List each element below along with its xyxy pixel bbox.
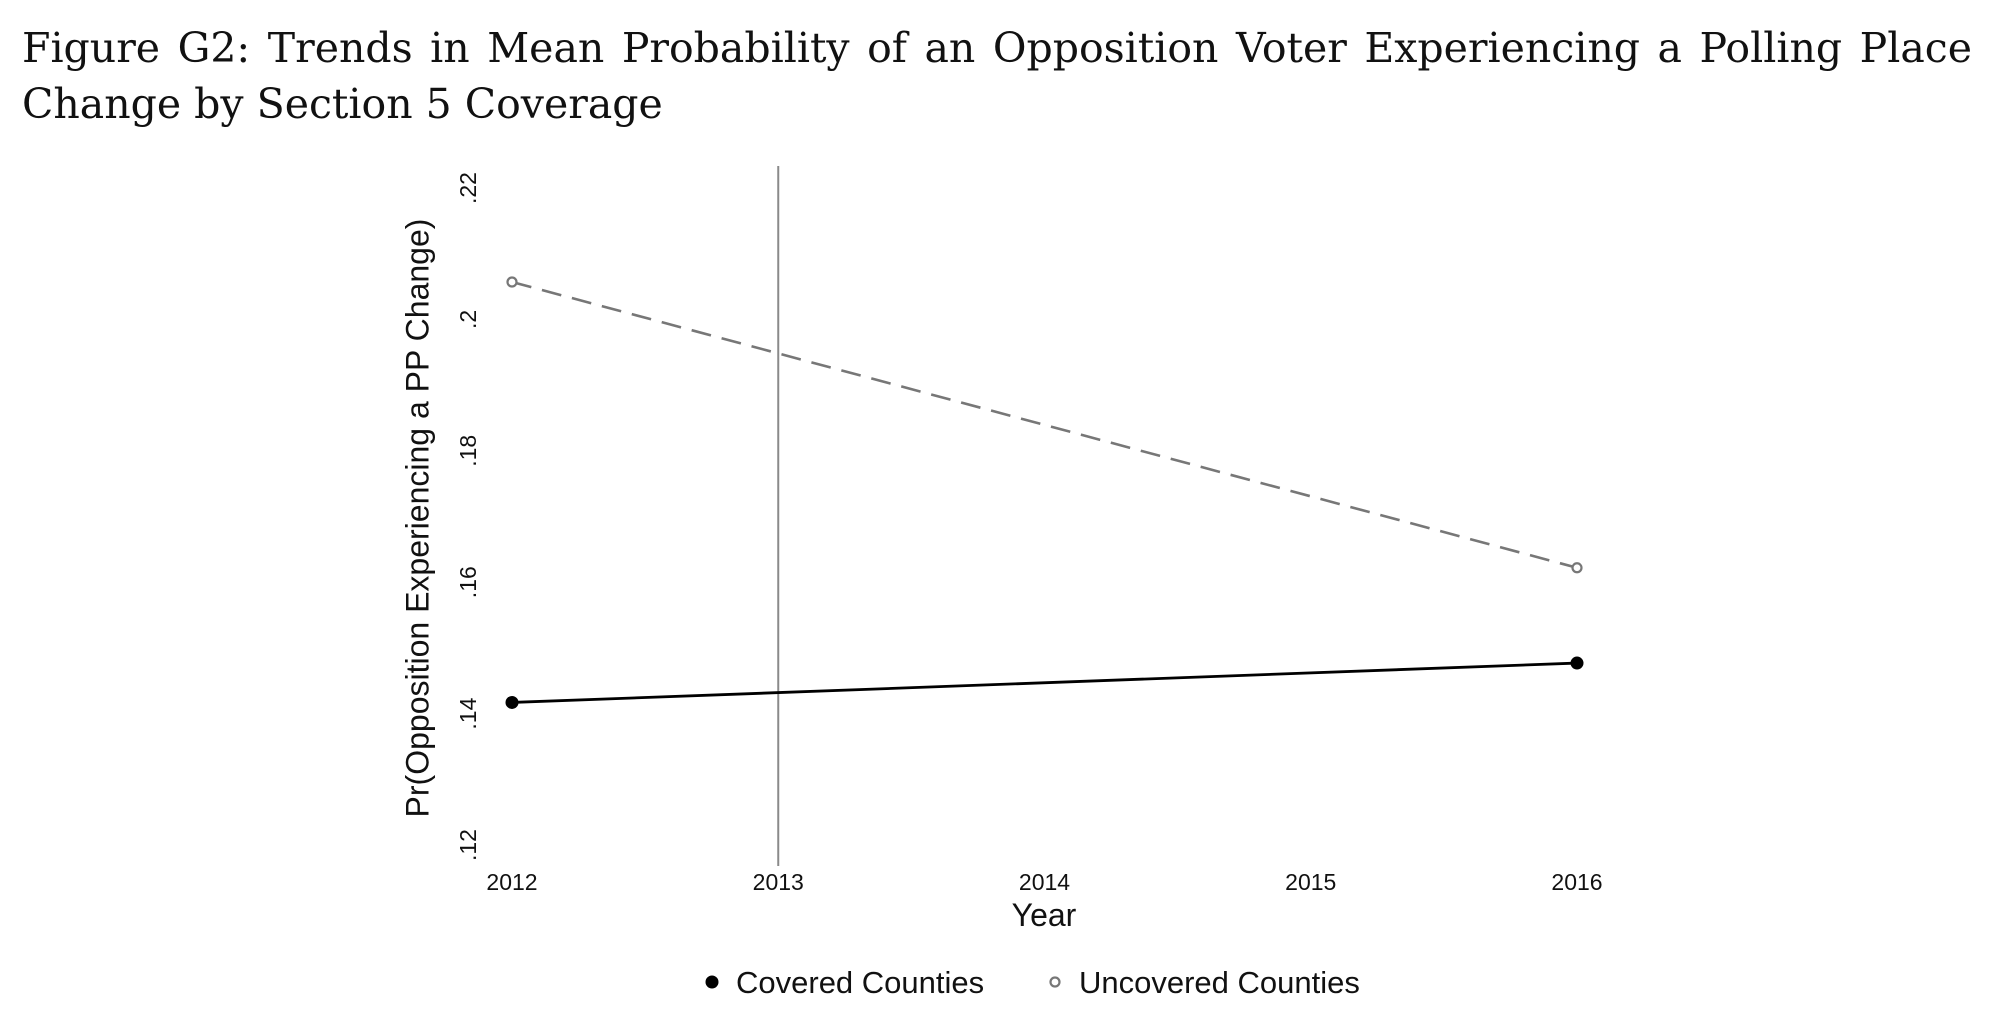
y-tick-label: .2 xyxy=(455,310,481,329)
x-tick-label: 2014 xyxy=(1019,869,1070,895)
y-tick-label: .12 xyxy=(455,829,481,861)
x-tick-label: 2016 xyxy=(1551,869,1602,895)
y-tick-label: .14 xyxy=(455,697,481,729)
legend: Covered Counties Uncovered Counties xyxy=(705,965,1360,1000)
data-point xyxy=(506,276,518,288)
legend-marker xyxy=(705,975,719,989)
x-tick-label: 2015 xyxy=(1285,869,1336,895)
legend-label: Uncovered Counties xyxy=(1079,965,1360,1000)
x-tick-label: 2012 xyxy=(486,869,537,895)
x-tick-label: 2013 xyxy=(753,869,804,895)
y-tick-label: .16 xyxy=(455,566,481,598)
legend-label: Covered Counties xyxy=(736,965,984,1000)
series-line xyxy=(511,280,1578,570)
y-tick-label: .18 xyxy=(455,435,481,467)
data-point xyxy=(1571,562,1583,574)
legend-marker xyxy=(1049,976,1061,988)
data-point xyxy=(1570,656,1584,670)
y-axis-title: Pr(Opposition Experiencing a PP Change) xyxy=(399,219,435,818)
series-layer xyxy=(505,276,1584,709)
x-axis-ticks: 2012 2013 2014 2015 2016 xyxy=(486,869,1602,895)
y-axis-ticks: .12 .14 .16 .18 .2 .22 xyxy=(455,172,481,861)
series-line xyxy=(511,661,1578,704)
y-tick-label: .22 xyxy=(455,172,481,204)
figure-title: Figure G2: Trends in Mean Probability of… xyxy=(22,24,1972,128)
x-axis-title: Year xyxy=(1012,897,1077,933)
data-point xyxy=(505,695,519,709)
